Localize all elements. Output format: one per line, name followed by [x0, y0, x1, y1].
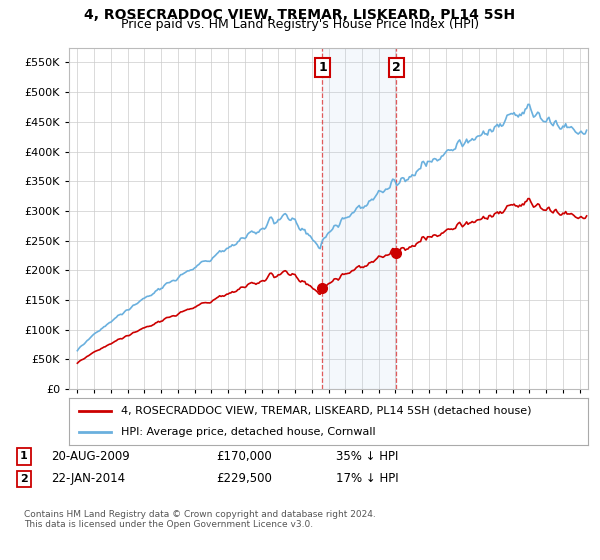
Text: Contains HM Land Registry data © Crown copyright and database right 2024.
This d: Contains HM Land Registry data © Crown c…	[24, 510, 376, 529]
Text: 4, ROSECRADDOC VIEW, TREMAR, LISKEARD, PL14 5SH (detached house): 4, ROSECRADDOC VIEW, TREMAR, LISKEARD, P…	[121, 406, 532, 416]
Text: 1: 1	[20, 451, 28, 461]
Text: HPI: Average price, detached house, Cornwall: HPI: Average price, detached house, Corn…	[121, 427, 376, 437]
Text: £229,500: £229,500	[216, 472, 272, 486]
Text: 2: 2	[392, 61, 401, 74]
Text: 20-AUG-2009: 20-AUG-2009	[51, 450, 130, 463]
Text: 22-JAN-2014: 22-JAN-2014	[51, 472, 125, 486]
Text: 4, ROSECRADDOC VIEW, TREMAR, LISKEARD, PL14 5SH: 4, ROSECRADDOC VIEW, TREMAR, LISKEARD, P…	[85, 8, 515, 22]
Text: £170,000: £170,000	[216, 450, 272, 463]
Text: 17% ↓ HPI: 17% ↓ HPI	[336, 472, 398, 486]
Text: 1: 1	[318, 61, 327, 74]
Text: 35% ↓ HPI: 35% ↓ HPI	[336, 450, 398, 463]
Bar	[322, 48, 397, 389]
Text: 2: 2	[20, 474, 28, 484]
Text: Price paid vs. HM Land Registry's House Price Index (HPI): Price paid vs. HM Land Registry's House …	[121, 18, 479, 31]
